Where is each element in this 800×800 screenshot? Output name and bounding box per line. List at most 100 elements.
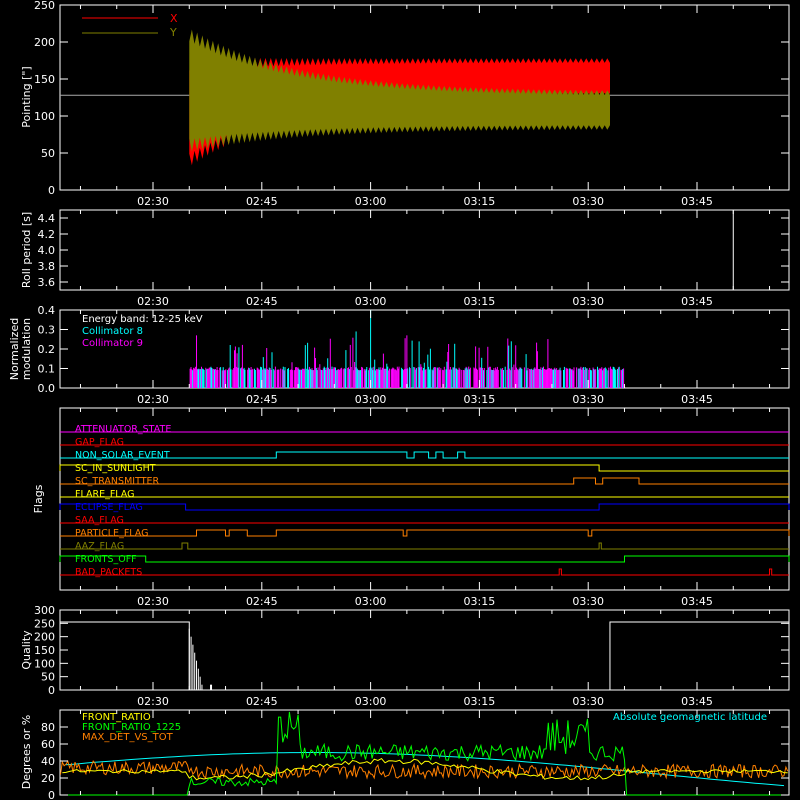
pointing-band-y: [189, 29, 611, 152]
panel-flags: ATTENUATOR_STATE GAP_FLAG NON_SOLAR_EVENT S…: [32, 407, 790, 608]
legend-x-label: X: [170, 12, 178, 25]
quality-x-tick-label: 03:30: [572, 695, 604, 708]
flag-label: SAA_FLAG: [75, 515, 124, 526]
pointing-x-tick-label: 03:45: [681, 195, 713, 208]
geomag-latitude-line: [65, 752, 785, 787]
front-ratio-label: FRONT_RATIO: [82, 712, 151, 723]
quality-x-tick-label: 03:15: [464, 695, 496, 708]
roll-x-tick-label: 02:30: [137, 295, 169, 308]
ratios-y-tick-label: 20: [41, 772, 55, 785]
ratios-y-tick-label: 80: [41, 721, 55, 734]
panel-roll-period: 3.6 3.8 4.0 4.2 4.4 02:30 02:45 03:00 03:15 03:30…: [20, 209, 790, 308]
quality-ylabel: Quality: [20, 630, 33, 670]
modulation-y-tick-label: 0.4: [38, 304, 56, 317]
front-ratio-1225-label: FRONT_RATIO_1225: [82, 722, 181, 733]
pointing-y-tick-label: 50: [41, 147, 55, 160]
quality-y-tick-label: 0: [48, 684, 55, 697]
flags-x-tick-label: 03:00: [355, 595, 387, 608]
pointing-x-tick-label: 03:00: [355, 195, 387, 208]
modulation-ylabel: Normalizedmodulation: [8, 318, 33, 380]
energy-band-label: Energy band: 12-25 keV: [82, 314, 203, 325]
modulation-x-tick-label: 02:30: [137, 393, 169, 406]
geomag-latitude-label: Absolute geomagnetic latitude: [613, 712, 767, 723]
pointing-y-tick-label: 200: [34, 36, 55, 49]
modulation-x-tick-label: 03:30: [572, 393, 604, 406]
quality-y-tick-label: 150: [34, 644, 55, 657]
modulation-y-tick-label: 0.3: [38, 324, 56, 337]
flag-label: SC_IN_SUNLIGHT: [75, 463, 156, 474]
flag-line-fronts-off: [59, 555, 790, 563]
ratios-ylabel: Degrees or %: [20, 715, 33, 789]
flags-x-tick-label: 02:45: [246, 595, 278, 608]
pointing-x-tick-label: 02:30: [137, 195, 169, 208]
pointing-x-tick-label: 03:30: [572, 195, 604, 208]
roll-x-tick-label: 03:45: [681, 295, 713, 308]
flag-line-particle-flag: [60, 529, 790, 537]
roll-x-tick-label: 03:00: [355, 295, 387, 308]
collimator-9-label: Collimator 9: [82, 338, 143, 349]
flag-line-sc-in-sunlight: [59, 464, 789, 472]
flags-x-tick-label: 03:30: [572, 595, 604, 608]
flag-line-sc-transmitter: [60, 477, 789, 485]
ratios-y-tick-label: 0: [48, 789, 55, 800]
flag-label: GAP_FLAG: [75, 437, 124, 448]
pointing-ylabel: Pointing ["]: [20, 66, 33, 127]
ratios-y-tick-label: 40: [41, 755, 55, 768]
flag-line-eclipse-flag: [59, 503, 790, 511]
flags-x-tick-label: 02:30: [137, 595, 169, 608]
quality-line: [609, 621, 789, 690]
flags-ylabel: Flags: [32, 484, 45, 513]
flag-label: NON_SOLAR_EVENT: [75, 450, 170, 461]
flag-label: ECLIPSE_FLAG: [75, 502, 143, 513]
flag-line-non-solar-event: [60, 451, 789, 459]
flag-label: FRONTS_OFF: [75, 554, 137, 565]
roll-period-ylabel: Roll period [s]: [20, 212, 33, 288]
flag-label: AAZ_FLAG: [75, 541, 124, 552]
panel-pointing: 0 50 100 150 200 250 02:30 02:45 03:00 03:15 03:30…: [20, 0, 790, 208]
legend-y-label: Y: [169, 26, 177, 39]
modulation-x-tick-label: 03:00: [355, 393, 387, 406]
quality-x-tick-label: 02:30: [137, 695, 169, 708]
modulation-y-tick-label: 0.2: [38, 343, 56, 356]
pointing-x-tick-label: 02:45: [246, 195, 278, 208]
roll-y-tick-label: 4.4: [38, 212, 56, 225]
roll-x-tick-label: 03:30: [572, 295, 604, 308]
quality-y-tick-label: 50: [41, 671, 55, 684]
panel-ratios: 0 20 40 60 80 Degrees or % FRONT_RATIO FRONT…: [20, 709, 790, 800]
modulation-y-tick-label: 0.0: [38, 382, 56, 395]
modulation-x-tick-label: 03:15: [464, 393, 496, 406]
pointing-y-tick-label: 150: [34, 73, 55, 86]
pointing-y-tick-label: 100: [34, 110, 55, 123]
quality-x-tick-label: 03:45: [681, 695, 713, 708]
roll-y-tick-label: 4.2: [38, 228, 56, 241]
roll-x-tick-label: 03:15: [464, 295, 496, 308]
panel-modulation: 0.0 0.1 0.2 0.3 0.4 02:30 02:45 03:00 03:15 03:30…: [8, 304, 790, 406]
roll-y-tick-label: 3.8: [38, 260, 56, 273]
flags-x-tick-label: 03:45: [681, 595, 713, 608]
front-ratio-1225-line: [60, 711, 788, 796]
ratios-y-tick-label: 60: [41, 738, 55, 751]
quality-y-tick-label: 200: [34, 631, 55, 644]
flags-x-tick-label: 03:15: [464, 595, 496, 608]
legend-pointing: X Y: [82, 12, 178, 39]
max-det-vs-tot-line: [60, 759, 789, 780]
roll-y-tick-label: 3.6: [38, 276, 56, 289]
collimator-8-label: Collimator 8: [82, 326, 143, 337]
pointing-y-tick-label: 0: [48, 184, 55, 197]
modulation-y-tick-label: 0.1: [38, 363, 56, 376]
flag-label: FLARE_FLAG: [75, 489, 135, 500]
pointing-x-tick-label: 03:15: [464, 195, 496, 208]
flag-label: BAD_PACKETS: [75, 567, 142, 578]
flag-line-aaz-flag: [60, 542, 789, 550]
pointing-y-tick-label: 250: [34, 0, 55, 12]
flag-line-bad-packets: [60, 568, 789, 576]
front-ratio-line: [62, 757, 788, 781]
roll-y-tick-label: 4.0: [38, 244, 56, 257]
modulation-x-tick-label: 03:45: [681, 393, 713, 406]
quality-y-tick-label: 100: [34, 657, 55, 670]
quality-y-tick-label: 250: [34, 617, 55, 630]
quality-x-tick-label: 03:00: [355, 695, 387, 708]
max-det-vs-tot-label: MAX_DET_VS_TOT: [82, 732, 174, 743]
